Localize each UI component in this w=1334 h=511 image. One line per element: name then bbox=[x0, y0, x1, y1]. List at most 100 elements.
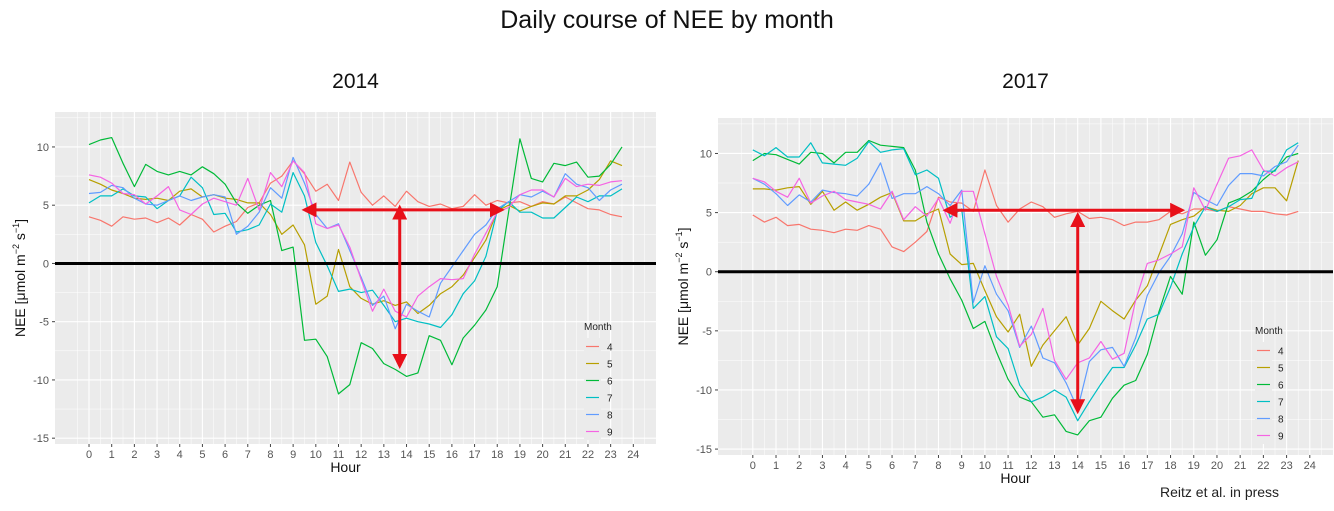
y-tick-label: -5 bbox=[39, 317, 49, 329]
y-axis-title-part: −1 bbox=[674, 231, 684, 241]
legend-label: 9 bbox=[1278, 432, 1284, 443]
x-tick-label: 11 bbox=[1002, 460, 1013, 472]
x-tick-label: 6 bbox=[222, 449, 228, 461]
x-tick-label: 1 bbox=[109, 449, 115, 461]
series-line-month-8 bbox=[752, 144, 1299, 410]
series-line-month-9 bbox=[752, 149, 1299, 380]
y-axis-title-part: s bbox=[675, 242, 691, 253]
legend-label: 8 bbox=[1278, 415, 1284, 426]
y-axis-title: NEE [μmol m−2 s−1] bbox=[11, 219, 28, 337]
y-tick-label: 5 bbox=[43, 200, 49, 212]
x-tick-label: 12 bbox=[355, 449, 367, 461]
legend-label: 9 bbox=[607, 428, 613, 439]
x-tick-label: 0 bbox=[86, 449, 92, 461]
x-tick-label: 7 bbox=[912, 460, 918, 472]
legend-label: 6 bbox=[607, 377, 613, 388]
y-axis-title: NEE [μmol m−2 s−1] bbox=[674, 227, 691, 345]
x-tick-label: 13 bbox=[1048, 460, 1060, 472]
y-axis-title-part: −2 bbox=[674, 253, 684, 263]
series-line-month-5 bbox=[88, 160, 623, 315]
x-tick-label: 11 bbox=[333, 449, 344, 461]
x-tick-label: 14 bbox=[1072, 460, 1084, 472]
x-tick-label: 12 bbox=[1025, 460, 1037, 472]
x-tick-label: 18 bbox=[1164, 460, 1176, 472]
panel-title: 2017 bbox=[1002, 70, 1049, 93]
x-tick-label: 4 bbox=[177, 449, 183, 461]
y-tick-label: -10 bbox=[696, 385, 712, 397]
y-axis-title-part: −1 bbox=[11, 223, 21, 233]
x-tick-label: 24 bbox=[1304, 460, 1316, 472]
x-tick-label: 9 bbox=[290, 449, 296, 461]
x-tick-label: 23 bbox=[605, 449, 617, 461]
x-tick-label: 17 bbox=[1141, 460, 1153, 472]
series-line-month-6 bbox=[88, 137, 623, 395]
x-tick-label: 10 bbox=[310, 449, 322, 461]
x-tick-label: 2 bbox=[796, 460, 802, 472]
legend-title: Month bbox=[584, 322, 612, 333]
x-tick-label: 16 bbox=[446, 449, 458, 461]
series-group bbox=[752, 139, 1299, 436]
citation-credit: Reitz et al. in press bbox=[1160, 484, 1280, 500]
x-tick-label: 4 bbox=[843, 460, 849, 472]
x-tick-label: 16 bbox=[1118, 460, 1130, 472]
legend-label: 5 bbox=[1278, 364, 1284, 375]
x-tick-label: 22 bbox=[582, 449, 594, 461]
y-axis-title-part: −2 bbox=[11, 244, 21, 254]
x-tick-label: 24 bbox=[627, 449, 639, 461]
y-tick-label: 5 bbox=[706, 208, 712, 220]
x-axis-title: Hour bbox=[1000, 470, 1031, 486]
x-tick-label: 21 bbox=[559, 449, 571, 461]
figure-title: Daily course of NEE by month bbox=[500, 6, 834, 34]
x-tick-label: 2 bbox=[131, 449, 137, 461]
x-tick-label: 3 bbox=[819, 460, 825, 472]
legend-label: 5 bbox=[607, 360, 613, 371]
y-axis-title-part: s bbox=[12, 233, 28, 244]
y-tick-label: 10 bbox=[700, 148, 712, 160]
y-tick-label: -15 bbox=[696, 444, 712, 456]
legend: Month 4 5 6 7 8 9 bbox=[1255, 326, 1284, 444]
x-tick-label: 0 bbox=[750, 460, 756, 472]
y-tick-label: -15 bbox=[33, 433, 49, 445]
x-tick-label: 14 bbox=[400, 449, 412, 461]
x-tick-label: 1 bbox=[773, 460, 779, 472]
x-tick-label: 21 bbox=[1234, 460, 1246, 472]
legend-label: 4 bbox=[607, 343, 613, 354]
x-axis-title: Hour bbox=[330, 459, 361, 475]
x-tick-label: 20 bbox=[536, 449, 548, 461]
y-axis-title-part: ] bbox=[12, 219, 28, 223]
legend-label: 7 bbox=[607, 394, 613, 405]
x-tick-label: 18 bbox=[491, 449, 503, 461]
x-tick-label: 15 bbox=[423, 449, 435, 461]
series-line-month-6 bbox=[752, 139, 1299, 436]
y-axis-title-part: NEE [μmol m bbox=[12, 254, 28, 337]
series-line-month-7 bbox=[752, 141, 1299, 422]
x-tick-label: 15 bbox=[1095, 460, 1107, 472]
x-tick-label: 5 bbox=[199, 449, 205, 461]
plot-background bbox=[55, 112, 656, 444]
y-axis-title-part: ] bbox=[675, 227, 691, 231]
x-tick-label: 22 bbox=[1257, 460, 1269, 472]
x-tick-label: 8 bbox=[267, 449, 273, 461]
x-tick-label: 7 bbox=[245, 449, 251, 461]
y-tick-label: 0 bbox=[43, 258, 49, 270]
y-tick-label: -5 bbox=[702, 326, 712, 338]
x-tick-label: 19 bbox=[1188, 460, 1200, 472]
legend: Month 4 5 6 7 8 9 bbox=[584, 322, 613, 440]
x-tick-label: 19 bbox=[514, 449, 526, 461]
x-tick-label: 23 bbox=[1280, 460, 1292, 472]
panel-title: 2014 bbox=[332, 70, 379, 93]
x-tick-label: 6 bbox=[889, 460, 895, 472]
legend-label: 6 bbox=[1278, 381, 1284, 392]
x-tick-label: 13 bbox=[378, 449, 390, 461]
x-tick-label: 17 bbox=[468, 449, 480, 461]
x-tick-label: 3 bbox=[154, 449, 160, 461]
x-tick-label: 5 bbox=[866, 460, 872, 472]
x-tick-label: 10 bbox=[979, 460, 991, 472]
y-tick-label: -10 bbox=[33, 375, 49, 387]
plot-background bbox=[718, 118, 1333, 455]
x-tick-label: 9 bbox=[959, 460, 965, 472]
legend-title: Month bbox=[1255, 326, 1283, 337]
y-tick-label: 10 bbox=[37, 142, 49, 154]
